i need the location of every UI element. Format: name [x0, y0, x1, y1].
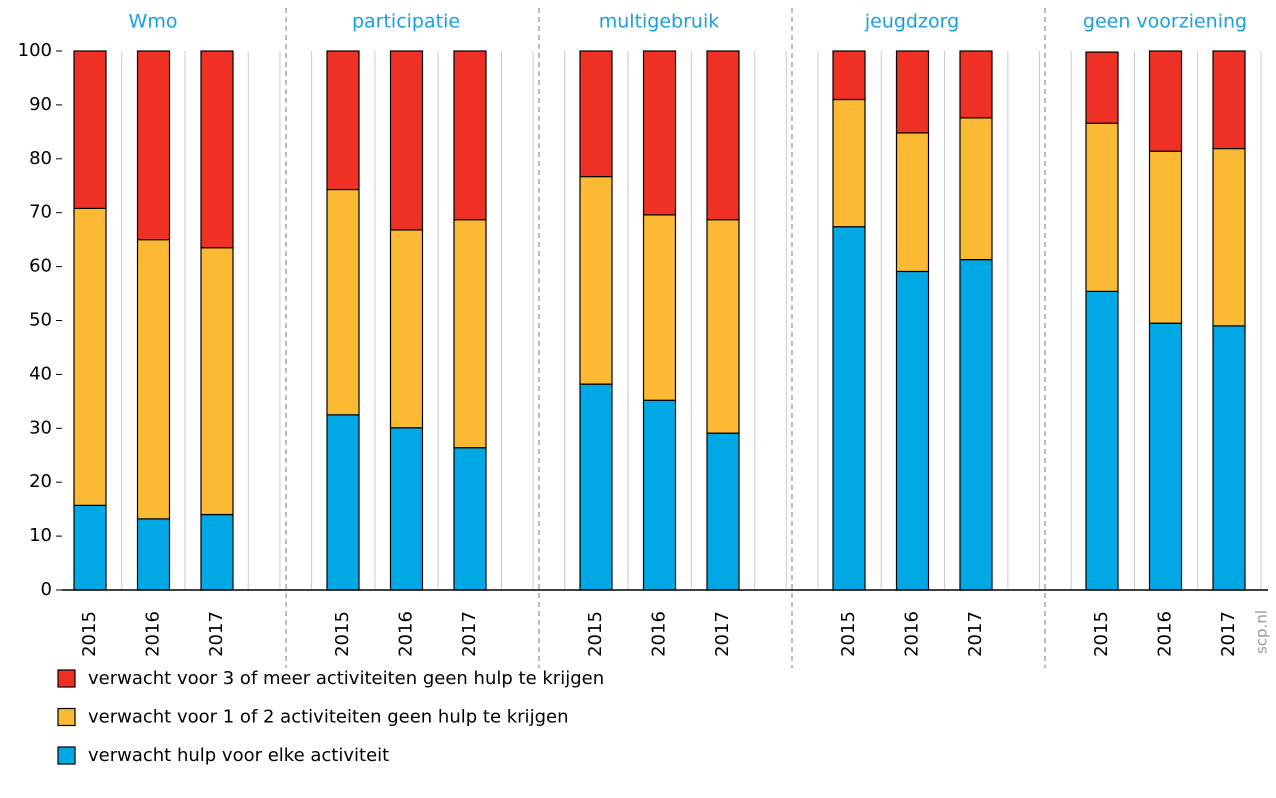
bar-segment [579, 50, 613, 178]
bar-segment [200, 513, 234, 591]
source: scp.nl [1253, 610, 1271, 654]
x-tick-label: 2017 [965, 611, 986, 657]
x-tick-label: 2017 [459, 611, 480, 657]
bar-segment [1212, 50, 1246, 150]
x-tick-label: 2015 [332, 611, 353, 657]
bar-segment [832, 50, 866, 101]
bar-segment [200, 247, 234, 516]
bar-segment [895, 132, 930, 273]
x-tick-label: 2015 [79, 611, 100, 657]
bar-segment [1212, 325, 1246, 591]
y-tick-label: 90 [29, 94, 52, 115]
bar-segment [326, 414, 360, 591]
legend-label: verwacht voor 3 of meer activiteiten gee… [88, 668, 604, 689]
y-tick-label: 10 [29, 525, 52, 546]
bar-segment [326, 188, 360, 416]
bar-segment [453, 447, 487, 591]
y-tick-label: 60 [29, 256, 52, 277]
legend-label: verwacht hulp voor elke activiteit [88, 745, 389, 766]
x-tick-label: 2017 [712, 611, 733, 657]
y-tick-label: 70 [29, 202, 52, 223]
bar-segment [959, 258, 993, 591]
bar-segment [642, 399, 677, 591]
x-tick-label: 2016 [1155, 611, 1176, 657]
y-tick-label: 20 [29, 471, 52, 492]
group-title: geen voorziening [1083, 11, 1247, 33]
bar-segment [895, 270, 930, 591]
y-tick-label: 0 [41, 579, 52, 600]
bar-segment [453, 219, 487, 449]
bar-segment [1085, 51, 1119, 124]
bar-segment [706, 432, 740, 591]
bar-segment [1085, 290, 1119, 591]
legend-swatch [57, 707, 76, 727]
bar-segment [389, 427, 424, 591]
y-tick-label: 50 [29, 310, 52, 331]
bar-segment [579, 175, 613, 385]
x-tick-label: 2017 [206, 611, 227, 657]
group-title: participatie [352, 11, 460, 33]
bar-segment [73, 207, 107, 506]
bar-segment [832, 98, 866, 228]
bar-segment [1148, 322, 1183, 591]
bar-segment [895, 50, 930, 134]
bar-segment [136, 50, 171, 241]
x-tick-label: 2016 [649, 611, 670, 657]
bar-segment [136, 518, 171, 591]
bar-segment [959, 117, 993, 261]
x-tick-label: 2015 [838, 611, 859, 657]
bar-segment [453, 50, 487, 221]
bar-segment [326, 50, 360, 191]
y-tick-label: 100 [18, 40, 52, 61]
bar-segment [642, 50, 677, 216]
bar-segment [389, 229, 424, 429]
bar-segment [1148, 150, 1183, 324]
bar-segment [1148, 50, 1183, 152]
group-title: Wmo [129, 11, 178, 33]
x-tick-label: 2015 [1091, 611, 1112, 657]
bar-segment [642, 214, 677, 401]
legend-swatch [57, 746, 76, 765]
bar-segment [706, 50, 740, 221]
x-tick-label: 2016 [902, 611, 923, 657]
legend-label: verwacht voor 1 of 2 activiteiten geen h… [88, 707, 568, 728]
bar-segment [1085, 122, 1119, 292]
x-tick-label: 2015 [585, 611, 606, 657]
bar-segment [1212, 147, 1246, 327]
bar-segment [959, 50, 993, 119]
bar-segment [73, 504, 107, 591]
bar-segment [200, 50, 234, 249]
x-tick-label: 2017 [1218, 611, 1239, 657]
bar-segment [73, 50, 107, 209]
x-tick-label: 2016 [396, 611, 417, 657]
y-tick-label: 30 [29, 417, 52, 438]
group-title: jeugdzorg [864, 11, 959, 33]
bar-segment [579, 383, 613, 591]
bar-segment [389, 50, 424, 231]
bar-segment [832, 226, 866, 591]
y-tick-label: 80 [29, 148, 52, 169]
bar-segment [706, 219, 740, 434]
y-tick-label: 40 [29, 363, 52, 384]
group-title: multigebruik [599, 11, 720, 33]
bar-segment [136, 239, 171, 520]
x-tick-label: 2016 [143, 611, 164, 657]
legend-swatch [57, 669, 76, 688]
